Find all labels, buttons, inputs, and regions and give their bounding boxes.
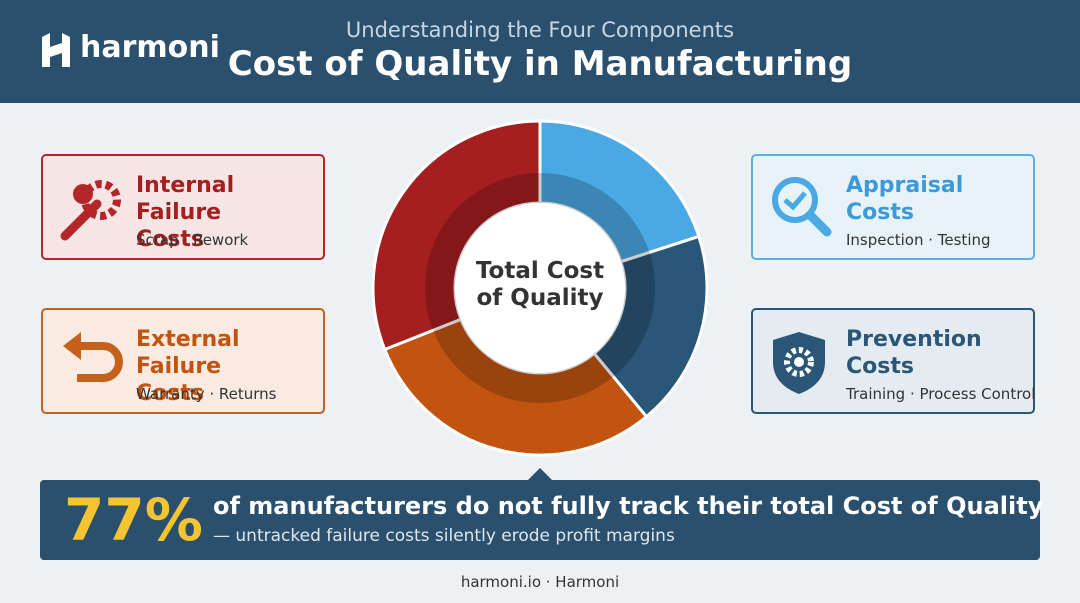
card-prevention: Prevention Costs Training · Process Cont… xyxy=(751,308,1035,414)
return-icon xyxy=(63,332,123,382)
banner-pointer xyxy=(528,468,552,480)
wrench-gear-icon xyxy=(60,180,121,241)
card-title: External Failure Costs xyxy=(136,327,240,406)
center-label: Total Cost of Quality xyxy=(476,258,604,311)
stat-banner: 77% of manufacturers do not fully track … xyxy=(40,468,1044,560)
donut-chart: Total Cost of Quality xyxy=(371,119,709,457)
subtitle: Understanding the Four Components xyxy=(345,18,735,42)
card-title: Prevention Costs xyxy=(846,327,982,379)
card-title: Appraisal Costs xyxy=(846,173,964,225)
card-external: External Failure Costs Warranty · Return… xyxy=(41,308,325,414)
inner-shade-ring xyxy=(425,173,655,403)
logo-icon xyxy=(42,33,70,67)
card-detail: Warranty · Returns xyxy=(136,385,277,403)
card-detail: Training · Process Control xyxy=(846,385,1036,403)
logo-text: harmoni xyxy=(80,30,220,65)
title: Cost of Quality in Manufacturing xyxy=(227,44,853,84)
header: harmoni Understanding the Four Component… xyxy=(0,0,1080,103)
stat-value: 77% xyxy=(64,486,203,554)
stat-headline: of manufacturers do not fully track thei… xyxy=(213,492,1044,520)
shield-icon xyxy=(773,332,825,394)
card-detail: Inspection · Testing xyxy=(846,231,991,249)
card-appraisal: Appraisal Costs Inspection · Testing xyxy=(751,154,1035,260)
stat-subline: — untracked failure costs silently erode… xyxy=(213,526,675,546)
card-internal: Internal Failure Costs Scrap · Rework xyxy=(41,154,325,260)
donut-hole xyxy=(455,203,625,373)
card-detail: Scrap · Rework xyxy=(136,231,249,249)
footer: harmoni.io · Harmoni xyxy=(460,573,620,591)
magnifier-icon xyxy=(772,177,832,237)
card-title: Internal Failure Costs xyxy=(136,173,235,252)
